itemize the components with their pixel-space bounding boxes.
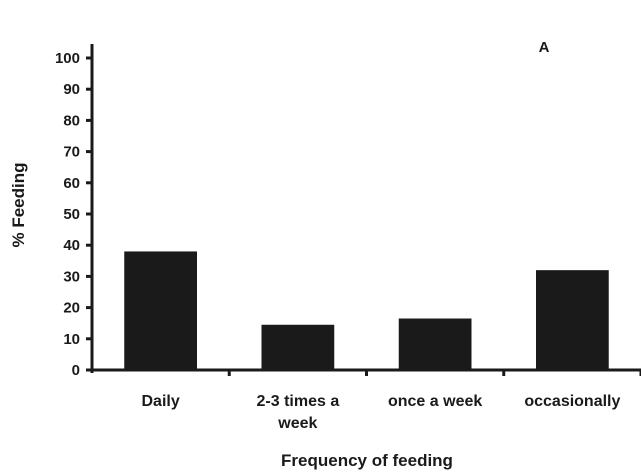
x-tick-label: occasionally [524, 393, 620, 410]
panel-label: A [539, 39, 550, 56]
bar [536, 270, 609, 370]
y-tick-label: 10 [63, 331, 80, 348]
x-tick-label-line: week [277, 415, 317, 432]
bar [261, 324, 335, 370]
y-tick-label: 60 [63, 175, 80, 192]
y-tick-label: 80 [63, 112, 80, 129]
bar [398, 318, 472, 370]
x-tick-label: 2-3 times a week [257, 393, 340, 432]
y-tick-label: 40 [63, 237, 80, 254]
y-tick-label: 70 [63, 144, 80, 161]
y-tick-label: 50 [63, 206, 80, 223]
x-tick-label-line: occasionally [524, 393, 620, 410]
bar [124, 251, 197, 370]
x-tick-label-line: Daily [142, 393, 180, 410]
x-tick-label-line: once a week [388, 393, 482, 410]
y-axis: 0 10 20 30 40 50 60 70 80 90 100 [55, 44, 94, 379]
y-tick-label: 0 [72, 362, 80, 379]
category-labels: Daily 2-3 times a week once a week occasiona… [142, 393, 621, 432]
x-tick-label-line: 2-3 times a [257, 393, 340, 410]
x-tick-label: once a week [388, 393, 482, 410]
y-axis-title: % Feeding [9, 162, 28, 247]
y-tick-label: 90 [63, 81, 80, 98]
y-tick-label: 30 [63, 268, 80, 285]
bars [124, 251, 609, 370]
y-tick-label: 100 [55, 50, 80, 67]
x-axis [90, 368, 641, 376]
y-tick-label: 20 [63, 300, 80, 317]
x-axis-title: Frequency of feeding [281, 451, 453, 470]
x-tick-label: Daily [142, 393, 180, 410]
